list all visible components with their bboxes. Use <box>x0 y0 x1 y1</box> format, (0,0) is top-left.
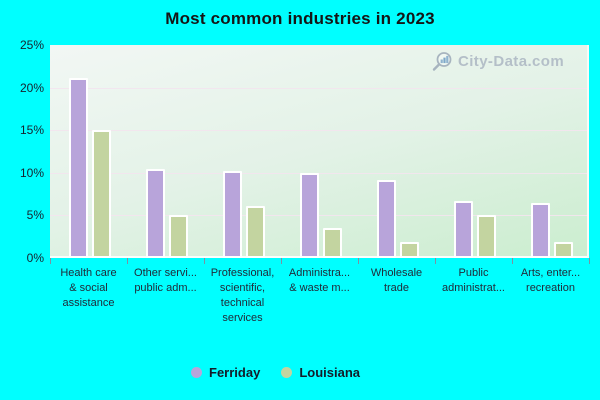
bar-ferriday-3 <box>300 173 319 258</box>
bar-louisiana-5 <box>477 215 496 258</box>
bar-ferriday-6 <box>531 203 550 258</box>
plot-area <box>50 45 589 258</box>
y-tick-label-25: 25% <box>19 38 44 52</box>
y-tick-label-0: 0% <box>26 251 44 265</box>
bar-louisiana-0 <box>92 130 111 258</box>
axis-tick-5 <box>435 258 436 264</box>
bar-louisiana-4 <box>400 242 419 258</box>
x-category-label-3: Administra... & waste m... <box>271 266 368 296</box>
legend: Ferriday Louisiana <box>191 365 360 380</box>
bar-ferriday-4 <box>377 180 396 258</box>
axis-tick-6 <box>512 258 513 264</box>
x-label-line: administrat... <box>442 282 505 294</box>
y-tick-label-5: 5% <box>26 208 44 222</box>
x-label-line: Health care <box>60 267 117 279</box>
bar-louisiana-1 <box>169 215 188 258</box>
x-label-line: scientific, <box>219 282 266 294</box>
x-label-line: Administra... <box>288 267 351 279</box>
legend-item-ferriday: Ferriday <box>191 365 260 380</box>
legend-item-louisiana: Louisiana <box>281 365 360 380</box>
legend-swatch-louisiana <box>281 367 293 378</box>
x-label-line: assistance <box>62 297 115 309</box>
x-category-label-2: Professional, scientific, technical service… <box>194 266 291 326</box>
x-label-line: Public <box>458 267 489 279</box>
axis-tick-0 <box>50 258 51 264</box>
y-tick-label-15: 15% <box>19 123 44 137</box>
x-label-line: recreation <box>526 282 575 294</box>
x-category-label-5: Public administrat... <box>425 266 522 296</box>
y-tick-label-20: 20% <box>19 81 44 95</box>
axis-tick-7 <box>589 258 590 264</box>
x-label-line: Other servi... <box>134 267 197 279</box>
bar-louisiana-3 <box>323 228 342 258</box>
x-label-line: Professional, <box>210 267 275 279</box>
x-category-label-6: Arts, enter... recreation <box>502 266 599 296</box>
axis-tick-2 <box>204 258 205 264</box>
chart-title: Most common industries in 2023 <box>165 9 435 28</box>
axis-tick-4 <box>358 258 359 264</box>
gridline-20 <box>50 88 587 89</box>
x-label-line: Wholesale <box>370 267 423 279</box>
x-category-label-0: Health care & social assistance <box>40 266 137 311</box>
watermark: City-Data.com <box>431 50 564 72</box>
x-label-line: services <box>222 312 263 324</box>
legend-swatch-ferriday <box>191 367 202 378</box>
bar-louisiana-2 <box>246 206 265 258</box>
bar-ferriday-5 <box>454 201 473 258</box>
x-label-line: trade <box>383 282 410 294</box>
axis-tick-1 <box>127 258 128 264</box>
magnifier-bars-icon <box>432 51 452 71</box>
bar-ferriday-2 <box>223 171 242 258</box>
x-label-line: technical <box>220 297 265 309</box>
legend-label: Ferriday <box>209 365 261 380</box>
bar-louisiana-6 <box>554 242 573 258</box>
watermark-text: City-Data.com <box>458 52 565 70</box>
gridline-15 <box>50 130 587 131</box>
x-label-line: public adm... <box>134 282 197 294</box>
x-label-line: & social <box>69 282 108 294</box>
x-label-line: & waste m... <box>289 282 350 294</box>
axis-tick-3 <box>281 258 282 264</box>
x-label-line: Arts, enter... <box>520 267 581 279</box>
legend-label: Louisiana <box>299 365 360 380</box>
bar-ferriday-0 <box>69 78 88 258</box>
x-category-label-1: Other servi... public adm... <box>117 266 214 296</box>
y-tick-label-10: 10% <box>19 166 44 180</box>
x-category-label-4: Wholesale trade <box>348 266 445 296</box>
bar-ferriday-1 <box>146 169 165 258</box>
